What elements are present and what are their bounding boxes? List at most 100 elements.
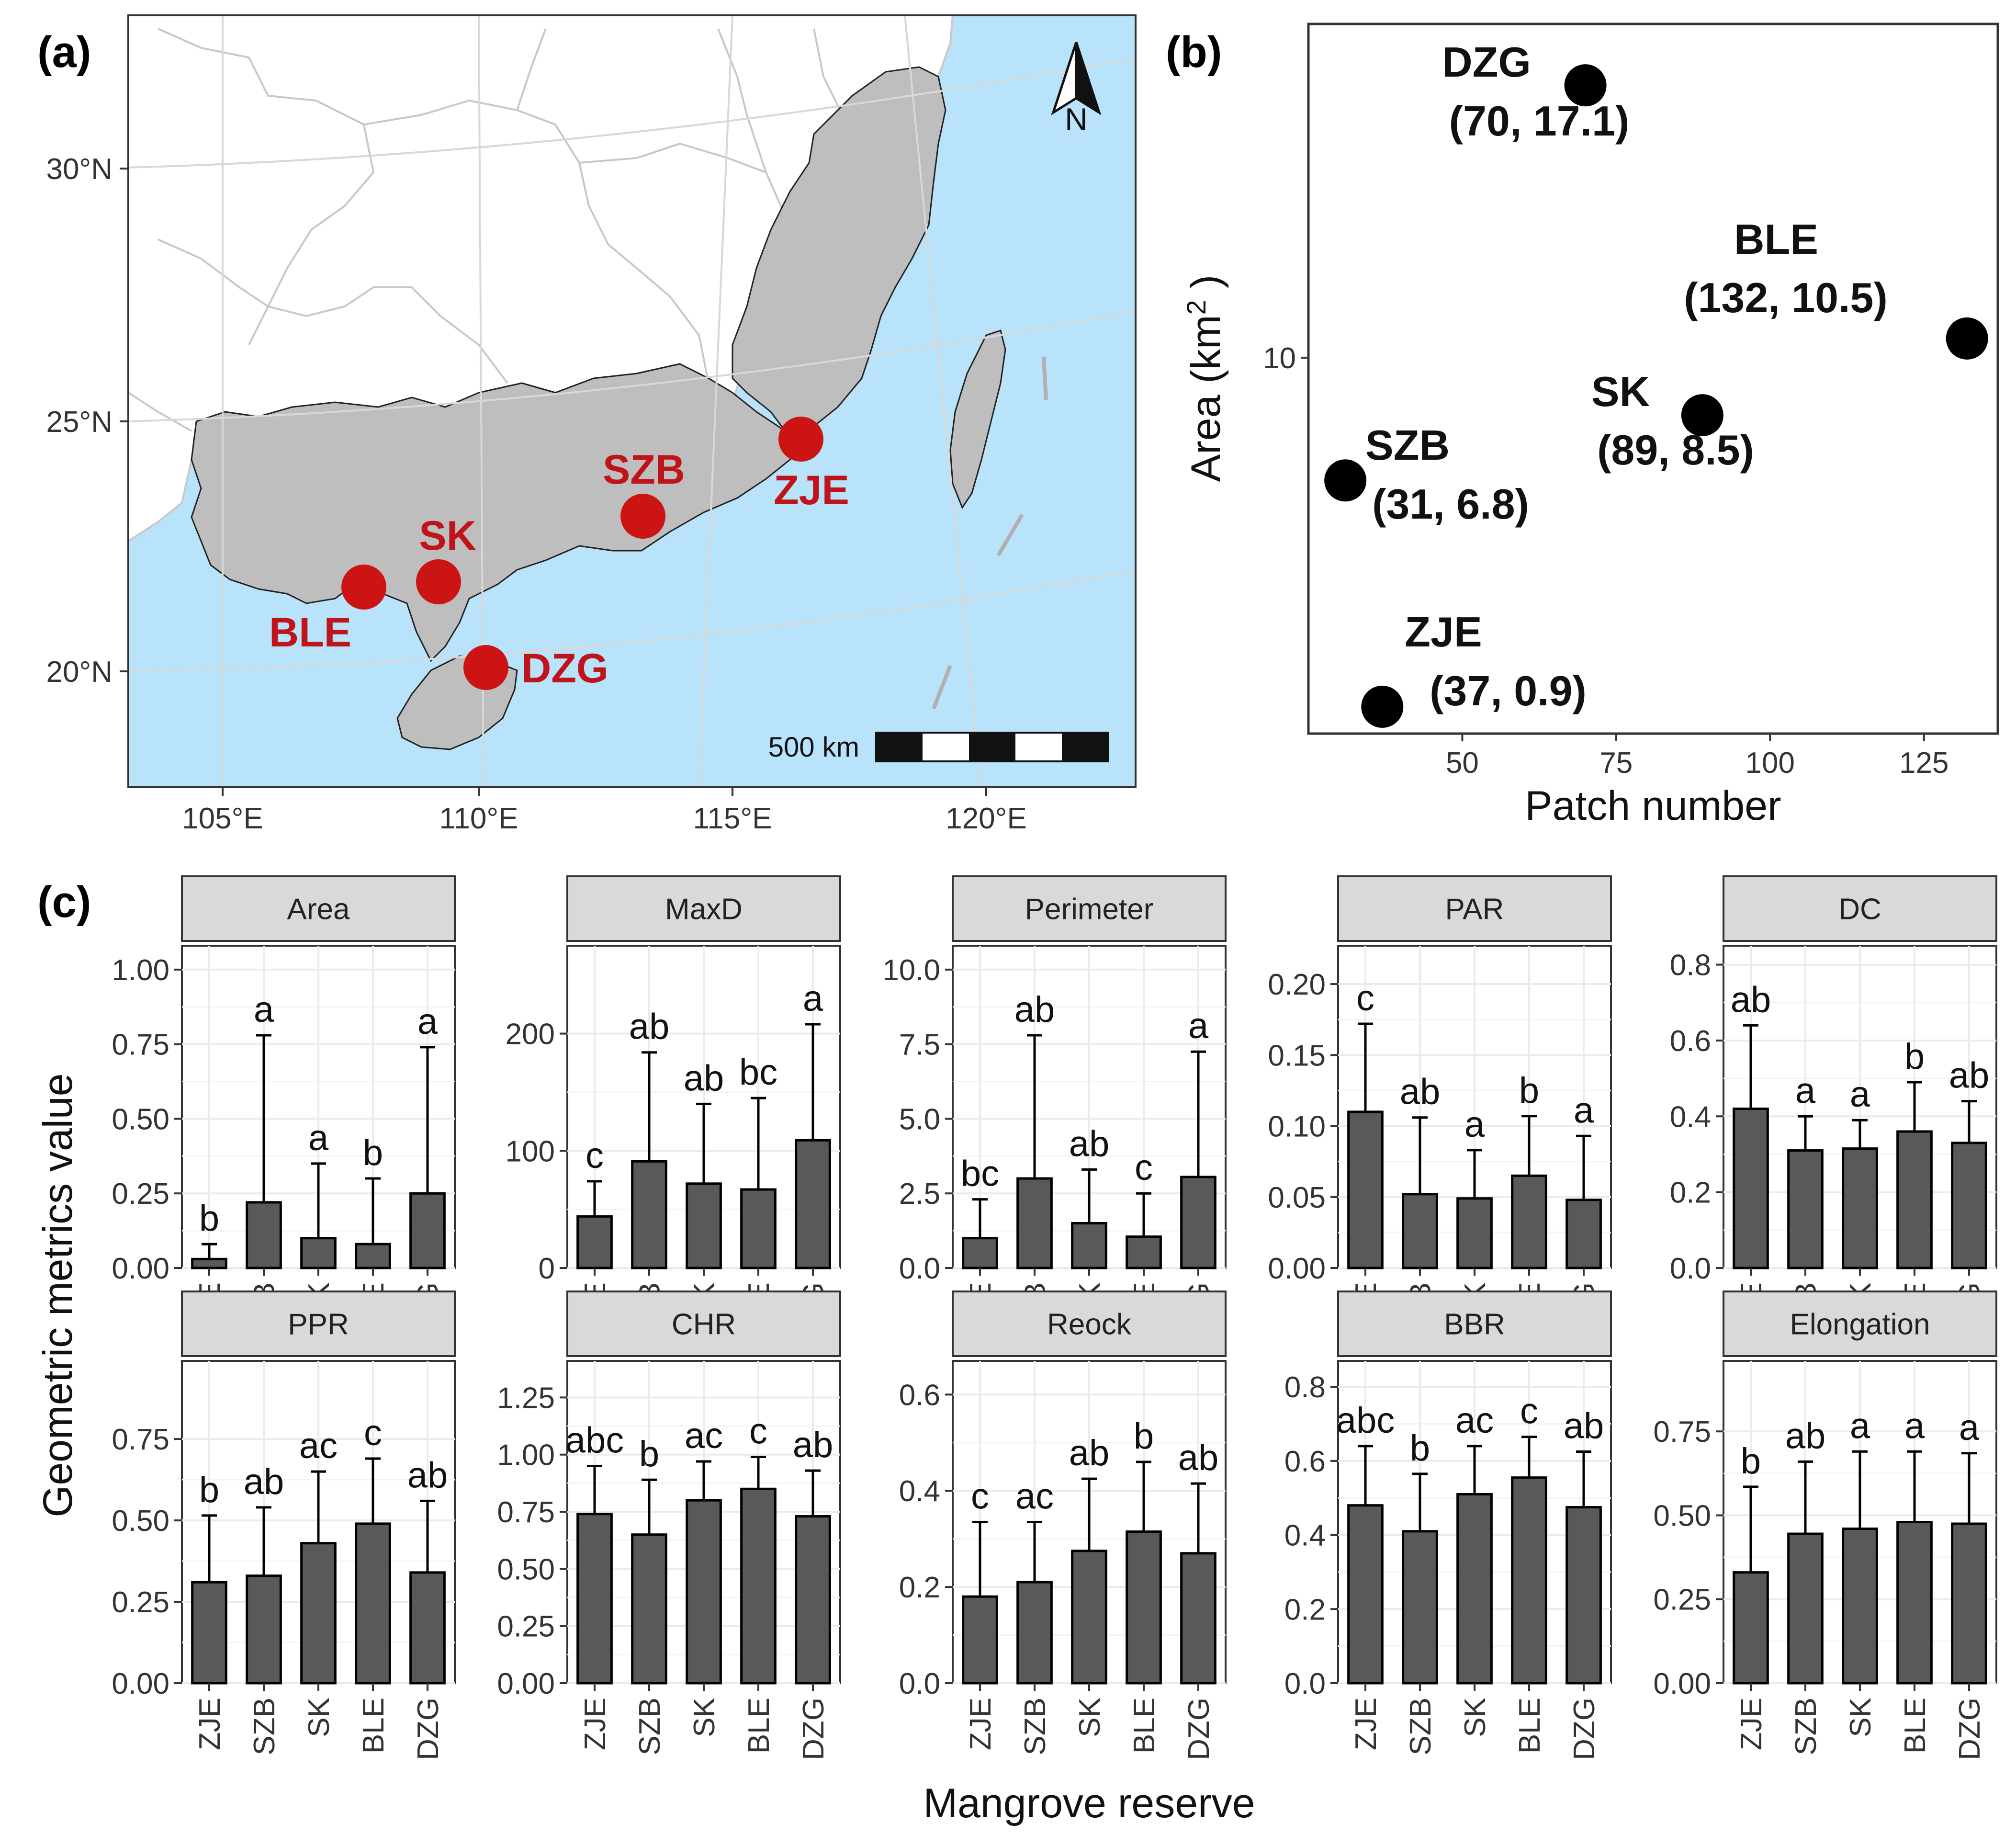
bar-bbr-szb [1402,1530,1438,1685]
facet-strip [1723,1291,1997,1357]
significance-letter: b [1741,1441,1761,1482]
bar-bbr-dzg [1565,1506,1602,1685]
facet-y-tick-label: 0.10 [1268,1110,1326,1143]
bar-reock-zje [962,1595,998,1685]
significance-letter: ab [1069,1433,1110,1473]
taiwan-island [949,329,1006,509]
significance-letter: c [971,1476,989,1517]
bar-ppr-dzg [409,1571,446,1685]
scatter-label-szb-coords: (31, 6.8) [1372,480,1529,528]
significance-letter: b [363,1132,383,1173]
facet-ppr: PPR 0.00 0.25 0.50 0.75 b ZJE ab SZB ac SK c BLE ab DZ… [112,1291,456,1760]
site-marker-zje [778,417,823,462]
bar-maxd-dzg [795,1139,831,1269]
facet-y-tick-label: 0.4 [899,1475,940,1508]
facet-y-tick-label: 0.2 [899,1571,940,1604]
lon-label-105: 105°E [182,802,263,835]
facet-y-tick-label: 0.25 [497,1610,555,1643]
facet-perimeter: Perimeter0.02.55.07.510.0bcZJEabSZBabSKc… [882,875,1227,1345]
facet-y-tick-label: 0.25 [1653,1584,1711,1617]
facet-y-tick-label: 1.00 [497,1439,555,1472]
facet-dc: DC0.00.20.40.60.8abZJEaSZBaSKbBLEabDZG [1670,875,1997,1345]
scatter-point-dzg [1564,64,1607,107]
facet-y-tick-label: 0.00 [497,1667,555,1700]
facet-x-tick-label: BLE [1899,1698,1932,1754]
bar-dc-szb [1787,1149,1824,1269]
significance-letter: ac [685,1415,723,1456]
facet-y-tick-label: 0.8 [1670,949,1711,982]
bar-maxd-ble [740,1188,777,1269]
lat-label-30: 30°N [46,153,113,186]
bar-area-szb [246,1201,282,1269]
significance-letter: a [1904,1405,1925,1446]
significance-letter: ab [1014,989,1055,1030]
bar-par-zje [1347,1110,1384,1269]
site-label-ble: BLE [269,610,351,656]
significance-letter: b [1519,1070,1539,1111]
facet-x-tick-label: DZG [1953,1698,1986,1760]
bar-chr-szb [631,1533,667,1685]
bar-dc-sk [1842,1147,1878,1269]
bar-area-dzg [409,1192,446,1269]
bar-maxd-zje [576,1215,613,1269]
facet-y-tick-label: 0.50 [497,1553,555,1586]
bar-maxd-szb [631,1160,667,1269]
significance-letter: b [1410,1428,1430,1469]
bar-elongation-zje [1733,1571,1769,1685]
facet-y-tick-label: 5.0 [899,1103,940,1136]
facet-strip [1337,875,1612,942]
north-arrow-icon: N [1051,42,1102,137]
site-markers [341,417,823,690]
significance-letter: a [254,989,274,1030]
bar-par-dzg [1565,1199,1602,1269]
facet-strip-label: Perimeter [1025,893,1154,926]
bar-dc-dzg [1951,1142,1987,1269]
facet-strip-label: Area [287,893,350,926]
significance-letter: b [199,1198,219,1239]
significance-letter: a [1850,1405,1870,1446]
scatter-label-ble-name: BLE [1734,215,1818,263]
scatter-point-sk [1681,394,1723,437]
bar-perimeter-ble [1126,1235,1162,1269]
scatter-label-dzg-coords: (70, 17.1) [1449,97,1630,145]
facet-strip [1723,875,1997,942]
site-label-zje: ZJE [774,467,849,513]
facet-y-tick-label: 0.00 [1653,1667,1711,1700]
scatter-label-zje-coords: (37, 0.9) [1430,667,1587,714]
bar-chr-zje [576,1513,613,1685]
facet-y-tick-label: 0.0 [1670,1252,1711,1285]
facet-reock: Reock 0.0 0.2 0.4 0.6 c ZJE ac SZB ab SK b BLE ab DZG [899,1291,1227,1760]
facet-area: Area0.000.250.500.751.00bZJEaSZBaSKbBLEa… [112,875,456,1345]
significance-letter: bc [739,1052,777,1093]
significance-letter: c [364,1413,382,1453]
bar-chr-ble [740,1487,777,1685]
facet-y-tick-label: 0.00 [1268,1252,1326,1285]
significance-letter: a [1188,1006,1209,1046]
facet-y-tick-label: 0.20 [1268,968,1326,1001]
significance-letter: ab [1400,1072,1441,1112]
fujian-zhejiang-coast [732,66,946,442]
facet-y-tick-label: 0.4 [1670,1100,1711,1133]
facet-y-tick-label: 0.6 [899,1379,940,1412]
facet-strip-label: Reock [1047,1308,1132,1341]
significance-letter: a [803,978,823,1019]
site-label-sk: SK [419,513,476,559]
significance-letter: b [1134,1416,1154,1457]
bars-y-title: Geometric metrics value [35,1073,81,1517]
bar-chr-sk [686,1499,722,1685]
facet-x-tick-label: BLE [357,1698,390,1754]
bar-par-sk [1456,1197,1493,1269]
scatter-x-tick-75: 75 [1599,747,1633,780]
facet-y-tick-label: 0.6 [1284,1445,1326,1478]
facet-y-tick-label: 10.0 [882,954,940,987]
significance-letter: ac [1455,1400,1494,1441]
facet-y-tick-label: 1.00 [112,954,169,987]
facet-x-tick-label: SZB [1019,1698,1052,1755]
map-frame [127,14,1137,788]
facet-par: PAR0.000.050.100.150.20cZJEabSZBaSKbBLEa… [1268,875,1612,1345]
facet-y-tick-label: 0.75 [1653,1415,1711,1449]
bar-bbr-sk [1456,1493,1493,1685]
facet-x-tick-label: SK [1073,1698,1106,1737]
facet-strip-label: BBR [1444,1308,1505,1341]
